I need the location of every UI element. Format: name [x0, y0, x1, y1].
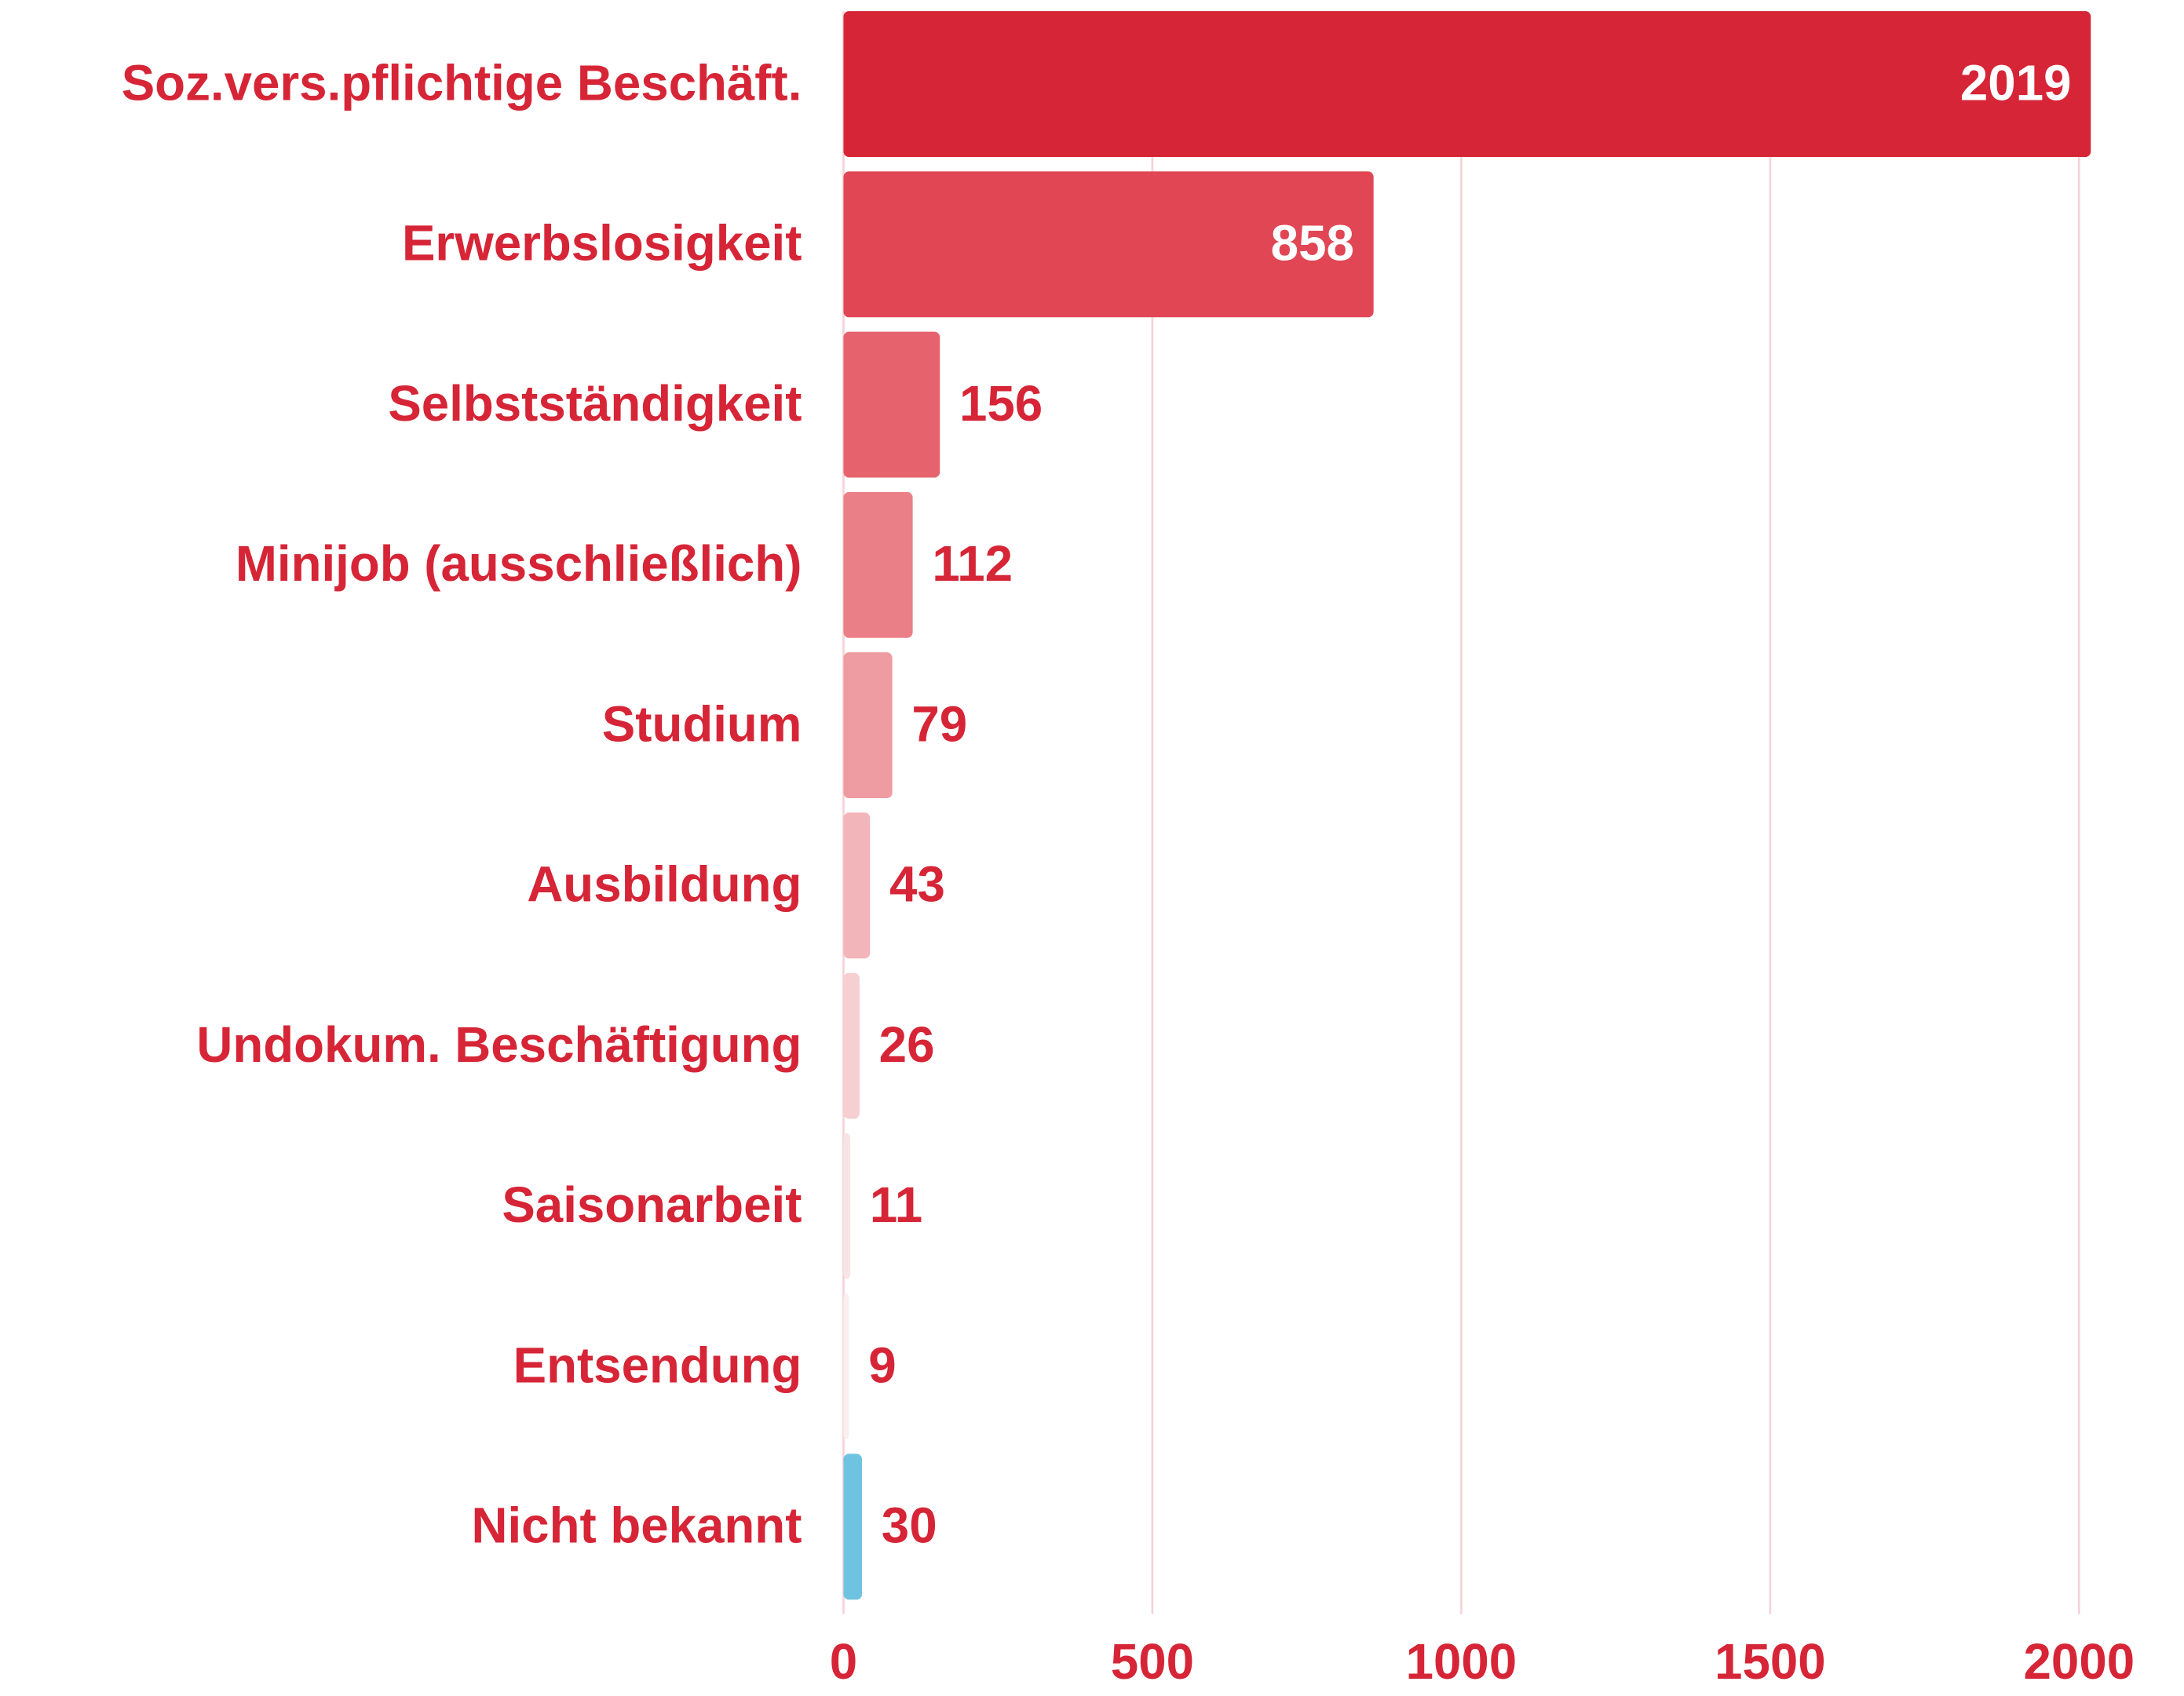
bar	[843, 171, 1374, 318]
value-label: 79	[911, 696, 967, 752]
y-tick-label: Minijob (ausschließlich)	[236, 536, 802, 592]
bar	[843, 491, 913, 638]
bar	[843, 972, 860, 1119]
value-label: 156	[959, 376, 1043, 432]
bar	[843, 11, 2091, 158]
value-label: 26	[879, 1017, 935, 1073]
y-tick-label: Selbstständigkeit	[388, 376, 802, 432]
bar	[843, 331, 940, 478]
bar	[843, 1132, 851, 1279]
y-tick-label: Nicht bekannt	[472, 1498, 802, 1554]
value-label: 112	[932, 536, 1013, 592]
value-label: 43	[889, 857, 945, 913]
value-label: 9	[868, 1337, 896, 1393]
x-tick-label: 0	[830, 1634, 857, 1690]
value-label: 11	[870, 1177, 922, 1233]
bar	[843, 652, 893, 799]
x-tick-label: 1000	[1406, 1634, 1517, 1690]
value-label: 30	[882, 1498, 937, 1554]
value-label: 2019	[1960, 55, 2072, 111]
y-tick-label: Studium	[602, 696, 802, 752]
x-tick-label: 500	[1111, 1634, 1194, 1690]
x-tick-label: 1500	[1715, 1634, 1826, 1690]
bar	[843, 812, 871, 959]
y-tick-label: Soz.vers.pflichtige Beschäft.	[122, 55, 802, 111]
x-tick-label: 2000	[2024, 1634, 2135, 1690]
y-tick-label: Ausbildung	[527, 857, 802, 913]
bar	[843, 1293, 849, 1440]
y-tick-label: Erwerbslosigkeit	[402, 216, 802, 272]
value-label: 858	[1271, 216, 1354, 272]
y-tick-label: Undokum. Beschäftigung	[196, 1017, 802, 1073]
bar	[843, 1453, 863, 1600]
y-tick-label: Saisonarbeit	[502, 1177, 802, 1233]
y-tick-label: Entsendung	[513, 1337, 802, 1393]
